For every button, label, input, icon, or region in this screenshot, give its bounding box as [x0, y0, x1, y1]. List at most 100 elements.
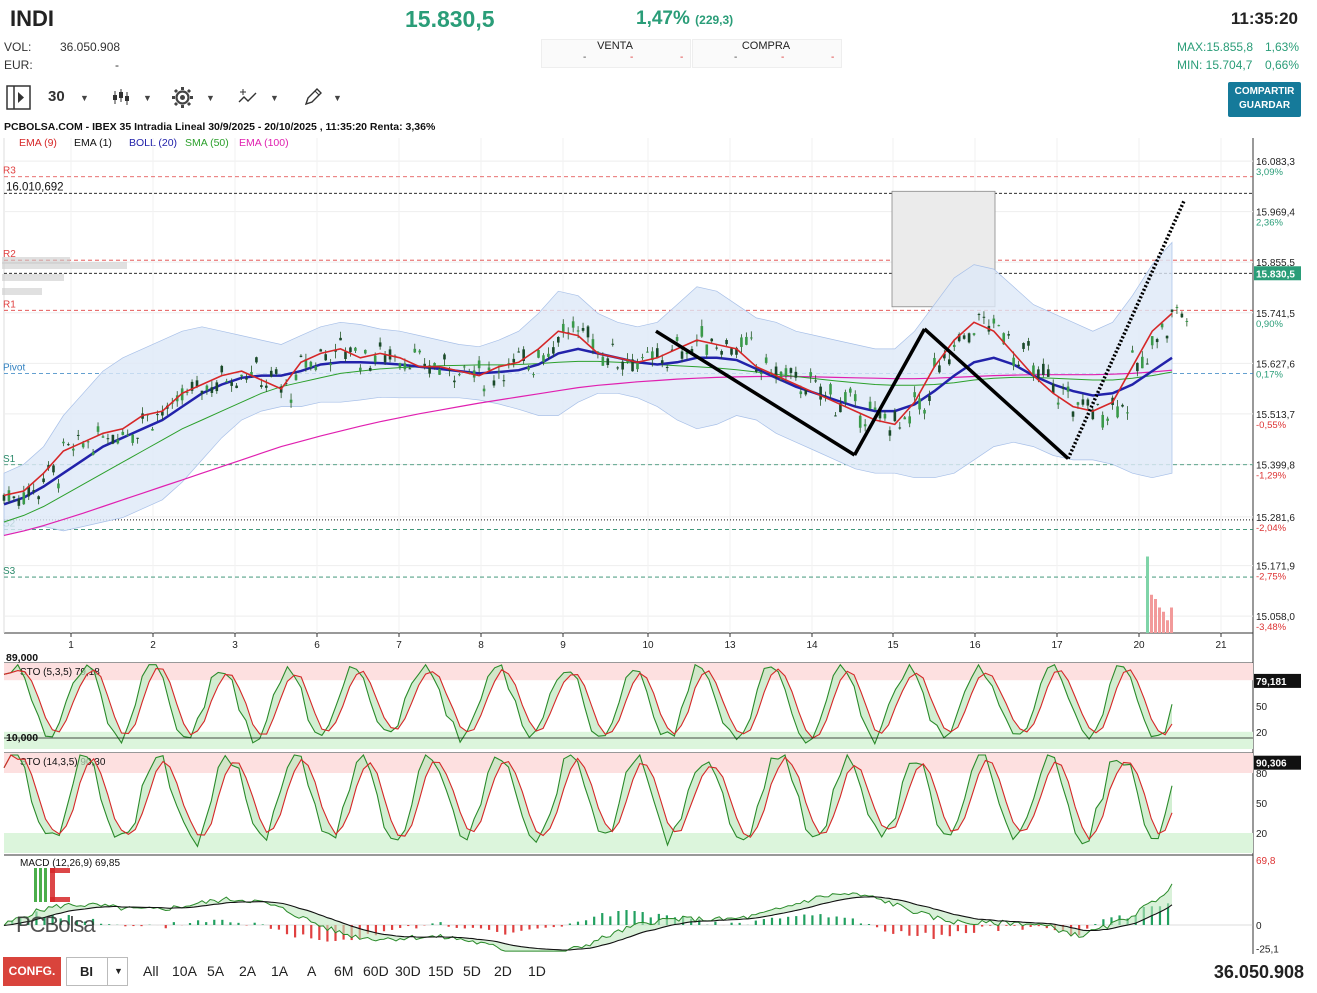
chart-type-caret-icon[interactable]: ▼	[143, 93, 152, 103]
y-tick-label: 15.627,6	[1256, 359, 1295, 370]
candle-body	[373, 355, 377, 363]
panel-y-tick: 20	[1256, 829, 1268, 840]
candle	[581, 322, 585, 333]
range-button-15d[interactable]: 15D	[428, 963, 454, 979]
settings-caret-icon[interactable]: ▼	[206, 93, 215, 103]
sell-value-2: -	[630, 52, 634, 63]
candle-body	[448, 369, 451, 371]
range-button-1d[interactable]: 1D	[528, 963, 546, 979]
panel-title: STO (5,3,5) 79,18	[20, 667, 100, 678]
volume-bar	[1158, 607, 1161, 633]
macd-bar	[625, 910, 628, 925]
stochastic-d-line	[3, 668, 1173, 739]
macd-bar	[487, 925, 491, 930]
macd-bar	[576, 921, 580, 925]
macd-bar	[285, 925, 289, 935]
range-button-2a[interactable]: 2A	[239, 963, 257, 979]
share-save-button[interactable]: COMPARTIR GUARDAR	[1228, 82, 1301, 117]
buy-label: COMPRA	[741, 40, 791, 52]
x-tick-label: 7	[396, 640, 402, 651]
macd-bar	[916, 925, 919, 936]
candle-body	[814, 380, 817, 382]
macd-y-tick: -25,1	[1256, 944, 1279, 955]
indicators-icon[interactable]	[238, 87, 258, 107]
timeframe-button[interactable]: 30	[48, 88, 65, 105]
candle-body	[957, 334, 961, 342]
macd-bar	[318, 925, 321, 940]
candle-body	[675, 337, 679, 341]
range-button-all[interactable]: All	[143, 963, 159, 979]
candles-icon[interactable]	[112, 88, 130, 106]
macd-bar	[196, 920, 200, 925]
max-pct: 1,63%	[1265, 40, 1300, 54]
range-button-10a[interactable]: 10A	[172, 963, 197, 979]
range-button-30d[interactable]: 30D	[395, 963, 421, 979]
candle	[413, 343, 417, 353]
trendline-1	[655, 329, 856, 457]
range-button-2d[interactable]: 2D	[494, 963, 512, 979]
range-button-5d[interactable]: 5D	[463, 963, 481, 979]
candle	[829, 382, 832, 401]
candle-body	[1076, 402, 1080, 405]
range-button-5a[interactable]: 5A	[207, 963, 225, 979]
candle-body	[363, 349, 367, 354]
macd-bar	[972, 925, 976, 933]
candle-body	[918, 398, 921, 410]
candle	[512, 353, 516, 368]
indicators-caret-icon[interactable]: ▼	[270, 93, 279, 103]
candle	[858, 414, 862, 433]
candle-body	[349, 347, 352, 353]
range-button-6m[interactable]: 6M	[334, 963, 354, 979]
candle	[655, 343, 659, 359]
candle-body	[972, 333, 976, 335]
candle	[32, 483, 35, 495]
candle	[616, 366, 619, 371]
timeframe-caret-icon[interactable]: ▼	[80, 93, 89, 103]
range-button-60d[interactable]: 60D	[363, 963, 389, 979]
y-tick-pct: 0,90%	[1256, 319, 1283, 330]
candle-body	[190, 381, 194, 391]
change-percent: 1,47%	[636, 8, 690, 29]
candle	[116, 433, 120, 445]
candle-body	[1081, 399, 1085, 405]
candle	[487, 361, 491, 372]
candle	[185, 388, 189, 396]
candle-body	[438, 369, 441, 375]
candle-body	[1170, 309, 1174, 312]
candle-body	[1150, 336, 1154, 346]
candle-body	[586, 326, 590, 338]
range-button-1a[interactable]: 1A	[271, 963, 289, 979]
candle	[957, 332, 961, 343]
candle	[908, 410, 911, 428]
candle-body	[829, 384, 832, 395]
candle	[636, 358, 639, 373]
candle	[1071, 410, 1075, 422]
candle	[344, 347, 347, 362]
range-button-a[interactable]: A	[307, 963, 317, 979]
macd-bar	[964, 925, 968, 934]
candle	[349, 346, 352, 357]
candle-body	[1042, 363, 1045, 375]
buy-value-3: -	[831, 52, 835, 63]
chart-area[interactable]: PCBOLSA.COM - IBEX 35 Intradia Lineal 30…	[0, 118, 1317, 955]
candle-body	[928, 395, 931, 401]
mode-select[interactable]: BI ▼	[66, 957, 128, 986]
candle-body	[314, 366, 318, 370]
gear-icon[interactable]	[171, 86, 194, 109]
macd-bar	[851, 918, 854, 925]
candle-body	[898, 427, 902, 429]
panel-toggle-icon[interactable]	[6, 85, 31, 110]
macd-bar	[811, 915, 814, 925]
price-panel: 16.083,33,09%15.969,42,36%15.855,51,63%1…	[2, 138, 1301, 954]
candle	[542, 353, 545, 366]
pivot-label-r2: R2	[3, 249, 16, 260]
config-button[interactable]: CONFG.	[3, 957, 61, 986]
candle	[977, 312, 981, 321]
macd-bar	[875, 925, 879, 928]
draw-pencil-icon[interactable]	[303, 87, 323, 107]
candle-body	[834, 415, 837, 417]
candle-body	[156, 414, 159, 416]
draw-caret-icon[interactable]: ▼	[333, 93, 342, 103]
panel-y-tick: 50	[1256, 702, 1268, 713]
macd-bar	[989, 925, 992, 926]
